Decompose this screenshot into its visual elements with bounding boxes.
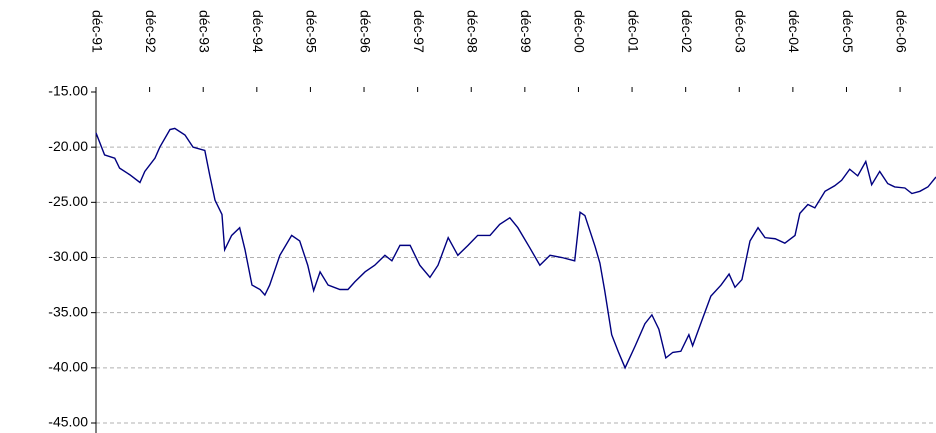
x-tick-label: déc-93 <box>197 10 213 53</box>
x-tick-label: déc-92 <box>143 10 159 53</box>
x-tick-label: déc-00 <box>572 10 588 53</box>
x-tick-label: déc-01 <box>625 10 641 53</box>
x-tick-label: déc-03 <box>733 10 749 53</box>
y-tick-label: -25.00 <box>48 193 88 209</box>
y-tick-label: -40.00 <box>48 359 88 375</box>
x-tick-label: déc-91 <box>89 10 105 53</box>
x-tick-label: déc-94 <box>250 10 266 53</box>
y-tick-label: -30.00 <box>48 248 88 264</box>
y-tick-label: -35.00 <box>48 303 88 319</box>
y-tick-label: -15.00 <box>48 83 88 99</box>
data-line <box>95 127 936 370</box>
x-tick-label: déc-95 <box>304 10 320 53</box>
x-tick-label: déc-05 <box>840 10 856 53</box>
x-tick-label: déc-98 <box>465 10 481 53</box>
x-tick-label: déc-04 <box>786 10 802 53</box>
x-tick-label: déc-97 <box>411 10 427 53</box>
x-tick-label: déc-96 <box>357 10 373 53</box>
x-tick-label: déc-06 <box>893 10 909 53</box>
x-tick-label: déc-02 <box>679 10 695 53</box>
y-tick-label: -45.00 <box>48 414 88 430</box>
y-tick-label: -20.00 <box>48 138 88 154</box>
x-tick-label: déc-99 <box>518 10 534 53</box>
